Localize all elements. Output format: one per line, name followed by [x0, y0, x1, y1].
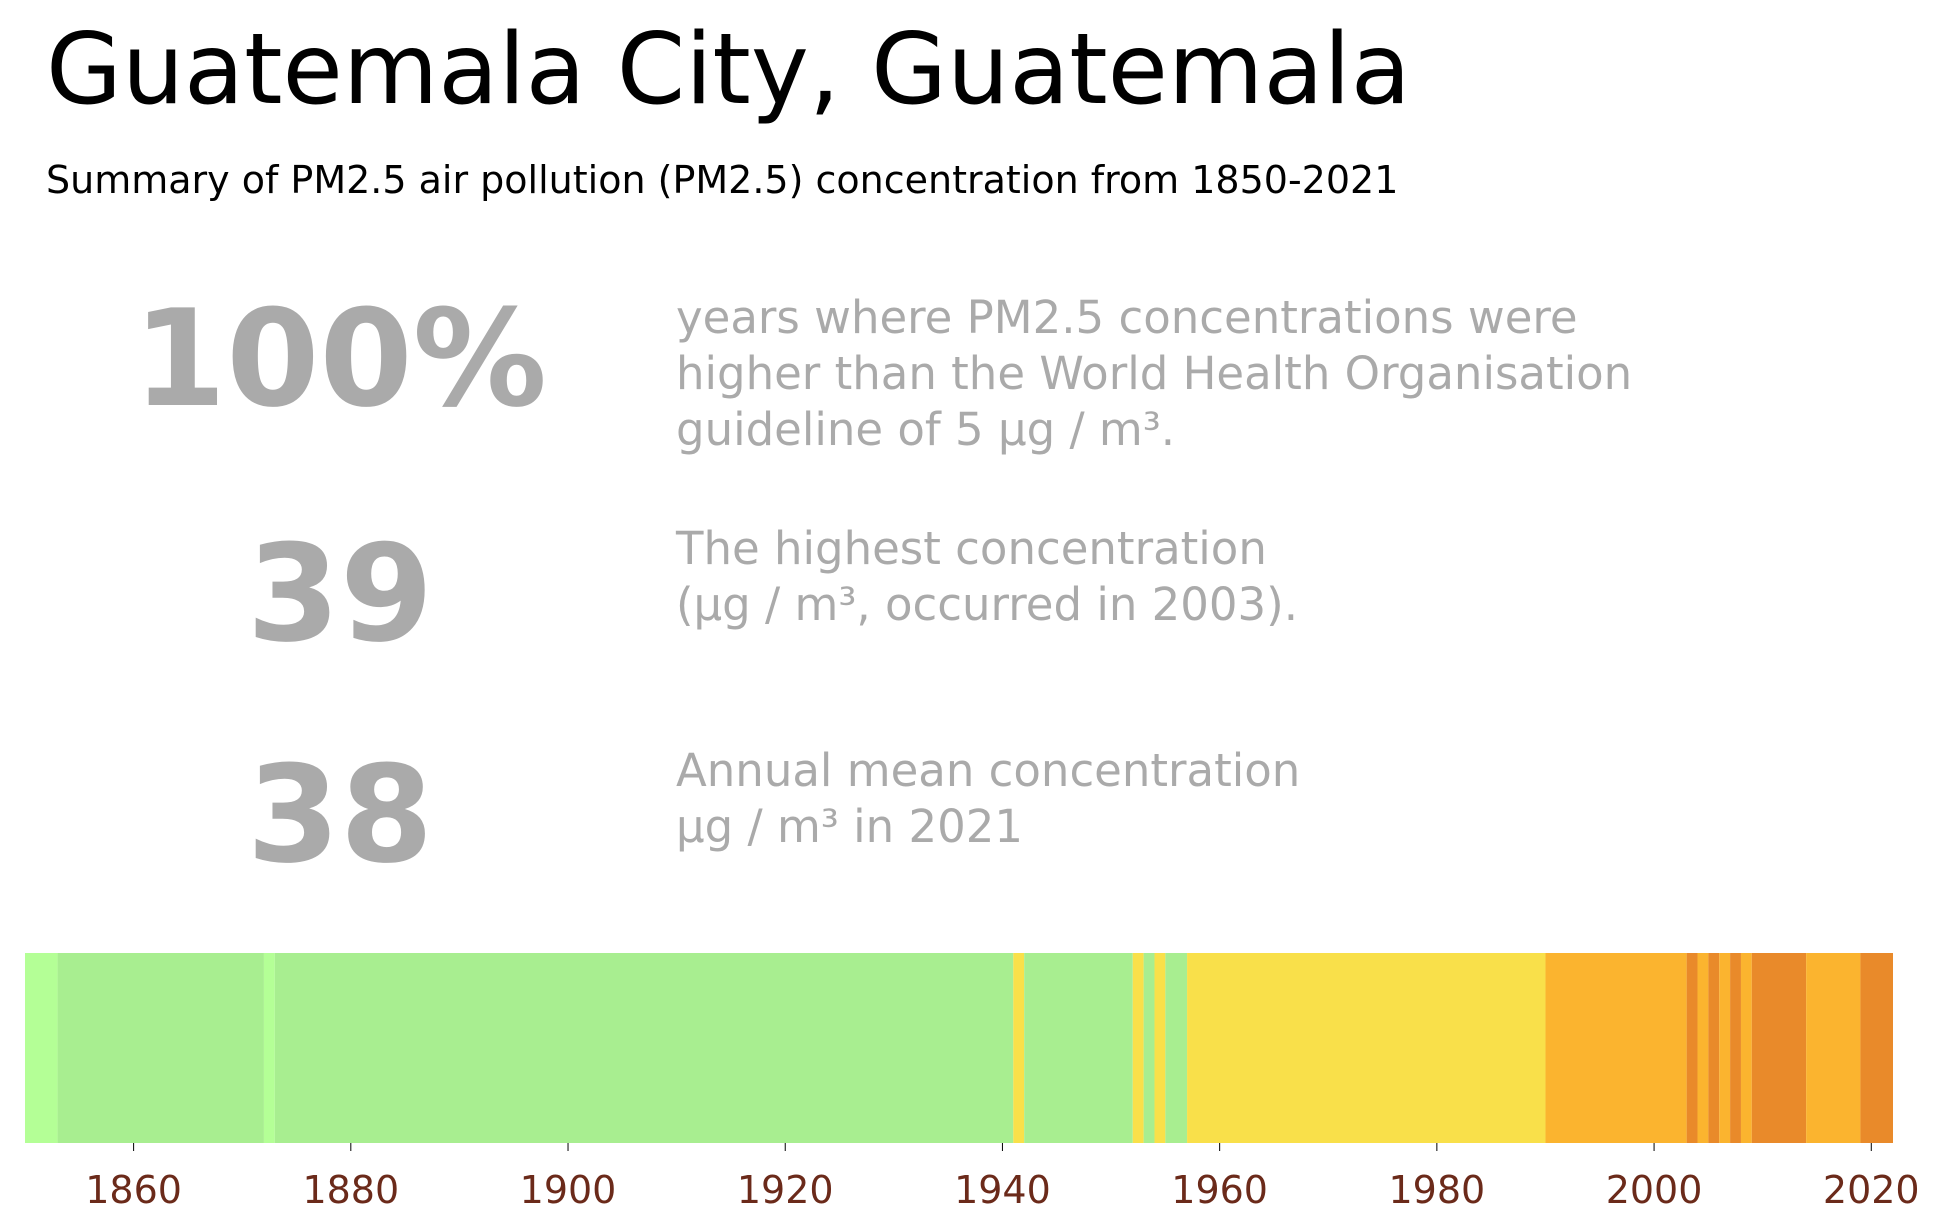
- stat-highest-description: The highest concentration (µg / m³, occu…: [676, 521, 1298, 633]
- year-stripe: [1132, 953, 1144, 1143]
- year-stripe: [1545, 953, 1687, 1143]
- year-stripe: [1024, 953, 1133, 1143]
- page-title: Guatemala City, Guatemala: [46, 13, 1411, 127]
- stat-percent-description: years where PM2.5 concentrations were hi…: [676, 290, 1632, 458]
- x-tick-label: 1860: [85, 1168, 182, 1212]
- x-tick-label: 1900: [520, 1168, 617, 1212]
- x-tick-label: 1940: [954, 1168, 1051, 1212]
- page-subtitle: Summary of PM2.5 air pollution (PM2.5) c…: [46, 158, 1399, 202]
- year-stripe: [274, 953, 1014, 1143]
- year-stripe: [1187, 953, 1546, 1143]
- x-tick-label: 2000: [1606, 1168, 1703, 1212]
- x-tick-label: 1980: [1389, 1168, 1486, 1212]
- stat-highest-concentration: 39: [246, 516, 434, 672]
- stat-annual-mean-description: Annual mean concentration µg / m³ in 202…: [676, 743, 1300, 855]
- x-tick-label: 2020: [1823, 1168, 1920, 1212]
- x-tick-label: 1920: [737, 1168, 834, 1212]
- stat-description-line: µg / m³ in 2021: [676, 800, 1023, 853]
- stat-percent-above-guideline: 100%: [133, 281, 547, 437]
- year-stripe: [1697, 953, 1709, 1143]
- year-stripe: [25, 953, 58, 1143]
- year-stripe: [1686, 953, 1698, 1143]
- year-stripe: [57, 953, 264, 1143]
- stat-description-line: (µg / m³, occurred in 2003).: [676, 578, 1299, 631]
- x-tick-label: 1960: [1171, 1168, 1268, 1212]
- year-stripe: [1806, 953, 1861, 1143]
- year-stripe: [1860, 953, 1893, 1143]
- year-stripe: [1708, 953, 1720, 1143]
- year-stripe: [1730, 953, 1741, 1143]
- year-stripe: [1143, 953, 1155, 1143]
- x-tick-label: 1880: [302, 1168, 399, 1212]
- stat-description-line: guideline of 5 µg / m³.: [676, 403, 1176, 456]
- year-stripe: [1719, 953, 1731, 1143]
- stat-description-line: Annual mean concentration: [676, 744, 1301, 797]
- year-stripe: [1013, 953, 1025, 1143]
- year-stripe: [1165, 953, 1188, 1143]
- year-stripe: [1751, 953, 1807, 1143]
- stat-description-line: higher than the World Health Organisatio…: [676, 347, 1633, 400]
- year-stripe: [1154, 953, 1166, 1143]
- year-stripe: [263, 953, 275, 1143]
- stat-description-line: The highest concentration: [676, 522, 1267, 575]
- year-stripe: [1740, 953, 1752, 1143]
- stat-annual-mean: 38: [246, 737, 434, 893]
- stat-description-line: years where PM2.5 concentrations were: [676, 291, 1578, 344]
